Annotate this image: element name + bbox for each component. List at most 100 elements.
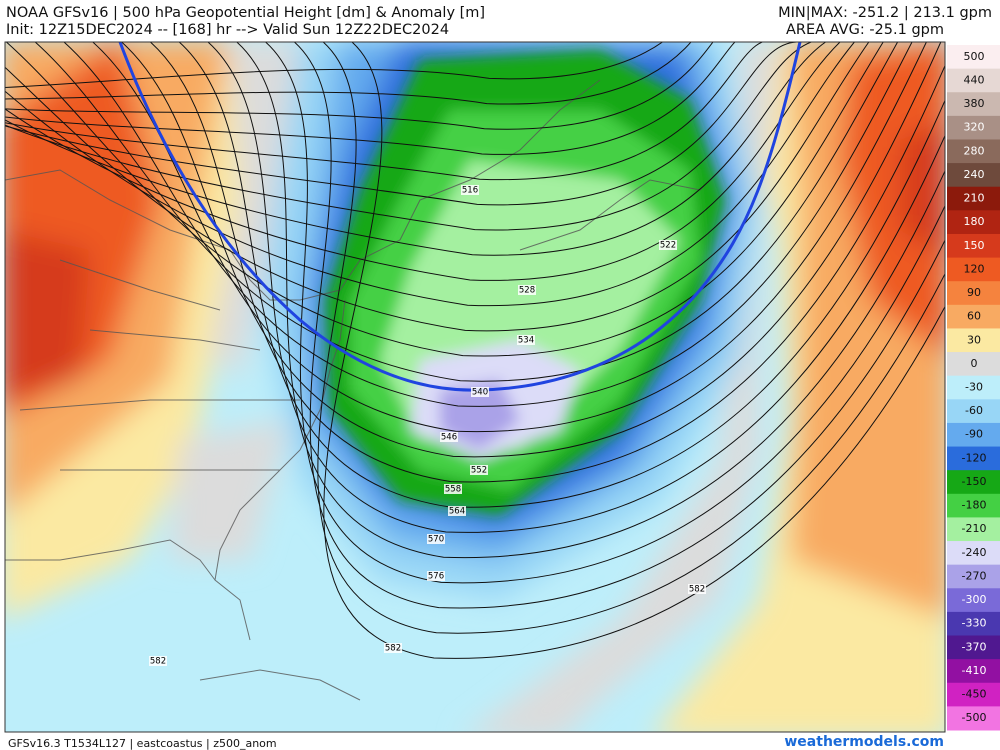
colorbar-label: -180 — [962, 499, 987, 512]
colorbar-label: -500 — [962, 711, 987, 724]
colorbar-swatch — [947, 493, 1000, 518]
colorbar-label: 240 — [964, 168, 985, 181]
contour-label-bg — [461, 185, 479, 195]
colorbar-swatch — [947, 564, 1000, 589]
contour-label-bg — [427, 534, 445, 544]
height-contour — [5, 42, 826, 256]
footer-left: GFSv16.3 T1534L127 | eastcoastus | z500_… — [8, 737, 277, 750]
contour-label-bg — [440, 432, 458, 442]
colorbar-swatch — [947, 163, 1000, 188]
colorbar-swatch — [947, 541, 1000, 566]
contour-label: 582 — [385, 644, 401, 654]
contour-label: 528 — [519, 286, 535, 296]
height-contour — [5, 42, 797, 206]
contour-label: 546 — [441, 433, 457, 443]
contour-label-bg — [688, 584, 706, 594]
contour-label: 582 — [689, 585, 705, 595]
colorbar-label: -450 — [962, 688, 987, 701]
height-contour — [121, 42, 942, 458]
colorbar-swatch — [947, 233, 1000, 259]
contour-label-bg — [517, 335, 535, 345]
colorbar-label: 210 — [964, 192, 985, 205]
contour-label: 516 — [462, 186, 478, 196]
height-contour — [317, 42, 945, 634]
colorbar-label: -30 — [965, 381, 983, 394]
colorbar-swatch — [947, 682, 1000, 707]
colorbar-label: 120 — [964, 262, 985, 275]
colorbar-swatch — [947, 422, 1000, 448]
colorbar-label: 440 — [964, 73, 985, 86]
colorbar-swatch — [947, 635, 1000, 660]
colorbar-swatch — [947, 186, 1000, 211]
colorbar-label: -240 — [962, 546, 987, 559]
colorbar-swatch — [947, 68, 1000, 93]
colorbar-label: 60 — [967, 310, 981, 323]
height-contour — [5, 42, 754, 130]
contour-label: 540 — [472, 388, 488, 398]
colorbar-swatch — [947, 706, 1000, 731]
colorbar-label: -90 — [965, 428, 983, 441]
colorbar-swatch — [947, 517, 1000, 542]
height-contour — [5, 42, 870, 332]
contour-label: 534 — [518, 336, 534, 346]
colorbar-swatch — [947, 352, 1000, 377]
contour-label-bg — [444, 484, 462, 494]
contour-label: 576 — [428, 572, 444, 582]
colorbar-swatch — [947, 470, 1000, 495]
colorbar-label: -210 — [962, 522, 987, 535]
contour-label-bg — [149, 656, 167, 666]
colorbar-swatch — [947, 257, 1000, 282]
colorbar-swatch — [947, 115, 1000, 140]
colorbar-swatch — [947, 328, 1000, 353]
colorbar-swatch — [947, 281, 1000, 306]
colorbar-swatch — [947, 304, 1000, 329]
height-contour — [5, 42, 783, 181]
contour-label: 522 — [660, 241, 676, 251]
colorbar-swatch — [947, 375, 1000, 400]
contour-label-bg — [471, 387, 489, 397]
colorbar-swatch — [947, 92, 1000, 117]
colorbar-swatch — [947, 139, 1000, 164]
colorbar-label: 380 — [964, 97, 985, 110]
contour-label-bg — [427, 571, 445, 581]
height-contour — [207, 42, 945, 533]
colorbar-label: 180 — [964, 215, 985, 228]
colorbar-label: -300 — [962, 593, 987, 606]
height-contour — [294, 42, 945, 609]
colorbar-swatch — [947, 659, 1000, 684]
contour-label-bg — [659, 240, 677, 250]
height-contour — [5, 42, 841, 281]
colorbar-swatch — [947, 45, 1000, 70]
contour-label-bg — [518, 285, 536, 295]
colorbar-swatch — [947, 446, 1000, 471]
colorbar-label: -60 — [965, 404, 983, 417]
height-contour — [34, 42, 899, 382]
colorbar-label: -370 — [962, 640, 987, 653]
height-contour — [5, 42, 855, 307]
title: NOAA GFSv16 | 500 hPa Geopotential Heigh… — [6, 5, 486, 21]
contour-label: 570 — [428, 535, 444, 545]
min-max: MIN|MAX: -251.2 | 213.1 gpm — [778, 5, 992, 21]
colorbar-label: -270 — [962, 569, 987, 582]
colorbar-label: 0 — [971, 357, 978, 370]
contour-label: 558 — [445, 485, 461, 495]
colorbar-swatch — [947, 611, 1000, 637]
height-contour — [63, 42, 913, 407]
height-contour — [6, 42, 884, 357]
height-contour — [150, 42, 945, 483]
contour-label: 582 — [150, 657, 166, 667]
height-contour — [236, 42, 945, 559]
contour-label-bg — [384, 643, 402, 653]
colorbar-swatch — [947, 210, 1000, 235]
colorbar-label: 320 — [964, 121, 985, 134]
contour-label-bg — [448, 506, 466, 516]
colorbar-label: -330 — [962, 617, 987, 630]
height-contour — [5, 42, 740, 105]
colorbar-label: 30 — [967, 333, 981, 346]
colorbar-label: 280 — [964, 144, 985, 157]
colorbar-swatch — [947, 399, 1000, 424]
height-contour — [323, 42, 945, 659]
